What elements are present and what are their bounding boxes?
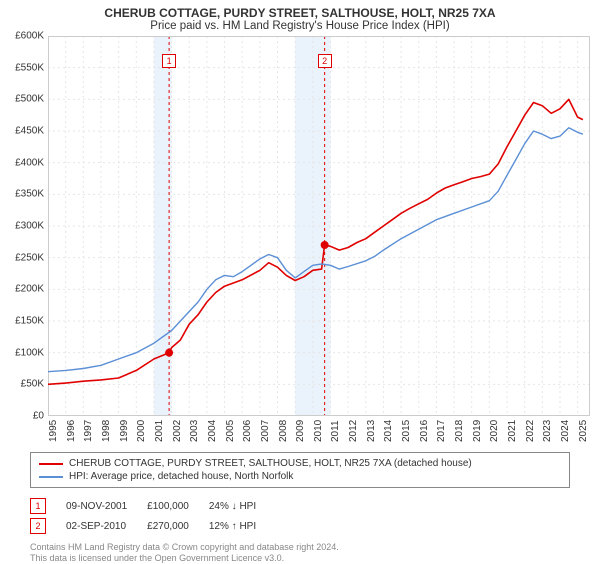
x-tick-label: 2009	[295, 420, 306, 442]
x-tick-label: 1995	[48, 420, 59, 442]
x-tick-label: 2016	[419, 420, 430, 442]
x-tick-label: 1999	[119, 420, 130, 442]
chart-sale-marker: 1	[162, 54, 176, 68]
x-tick-label: 2023	[542, 420, 553, 442]
x-axis-labels: 1995 1996 1997 1998 1999 2000 2001 2002 2003 2004…	[48, 416, 590, 446]
x-tick-label: 1998	[101, 420, 112, 442]
x-tick-label: 2014	[383, 420, 394, 442]
x-tick-label: 1997	[83, 420, 94, 442]
x-tick-label: 2000	[136, 420, 147, 442]
x-tick-label: 2006	[242, 420, 253, 442]
legend-item-hpi: HPI: Average price, detached house, Nort…	[39, 470, 561, 483]
y-tick-label: £350K	[15, 189, 48, 200]
x-tick-label: 2008	[278, 420, 289, 442]
footer: Contains HM Land Registry data © Crown c…	[30, 542, 570, 564]
chart-sale-marker: 2	[318, 54, 332, 68]
sale-delta: 12% ↑ HPI	[209, 516, 276, 536]
y-tick-label: £0	[33, 411, 48, 422]
sale-delta: 24% ↓ HPI	[209, 496, 276, 516]
sale-marker-1: 1	[30, 498, 46, 514]
legend-label-property: CHERUB COTTAGE, PURDY STREET, SALTHOUSE,…	[69, 458, 472, 469]
y-tick-label: £250K	[15, 252, 48, 263]
sales-table: 1 09-NOV-2001 £100,000 24% ↓ HPI 2 02-SE…	[30, 496, 276, 536]
legend-swatch-property	[39, 463, 63, 465]
x-tick-label: 2003	[189, 420, 200, 442]
x-tick-label: 2015	[401, 420, 412, 442]
x-tick-label: 2021	[507, 420, 518, 442]
sale-price: £270,000	[147, 516, 209, 536]
y-tick-label: £600K	[15, 31, 48, 42]
x-tick-label: 2018	[454, 420, 465, 442]
y-tick-label: £550K	[15, 62, 48, 73]
x-tick-label: 2019	[472, 420, 483, 442]
y-tick-label: £400K	[15, 157, 48, 168]
x-tick-label: 2010	[313, 420, 324, 442]
table-row: 1 09-NOV-2001 £100,000 24% ↓ HPI	[30, 496, 276, 516]
x-tick-label: 2004	[207, 420, 218, 442]
legend: CHERUB COTTAGE, PURDY STREET, SALTHOUSE,…	[30, 452, 570, 488]
chart-container: CHERUB COTTAGE, PURDY STREET, SALTHOUSE,…	[0, 0, 600, 560]
chart-svg	[48, 36, 590, 416]
footer-line: Contains HM Land Registry data © Crown c…	[30, 542, 570, 553]
x-tick-label: 2002	[172, 420, 183, 442]
y-tick-label: £500K	[15, 94, 48, 105]
y-tick-label: £450K	[15, 126, 48, 137]
y-tick-label: £50K	[21, 379, 48, 390]
y-tick-label: £200K	[15, 284, 48, 295]
y-tick-label: £150K	[15, 316, 48, 327]
x-tick-label: 2012	[348, 420, 359, 442]
x-tick-label: 2022	[525, 420, 536, 442]
y-tick-label: £100K	[15, 347, 48, 358]
footer-line: This data is licensed under the Open Gov…	[30, 553, 570, 564]
sale-date: 09-NOV-2001	[66, 496, 147, 516]
x-tick-label: 2011	[330, 420, 341, 442]
x-tick-label: 2024	[560, 420, 571, 442]
legend-label-hpi: HPI: Average price, detached house, Nort…	[69, 471, 293, 482]
x-tick-label: 2017	[436, 420, 447, 442]
table-row: 2 02-SEP-2010 £270,000 12% ↑ HPI	[30, 516, 276, 536]
x-tick-label: 2007	[260, 420, 271, 442]
x-tick-label: 2013	[366, 420, 377, 442]
x-tick-label: 2005	[225, 420, 236, 442]
sale-marker-2: 2	[30, 518, 46, 534]
chart-subtitle: Price paid vs. HM Land Registry's House …	[0, 20, 600, 36]
chart-title: CHERUB COTTAGE, PURDY STREET, SALTHOUSE,…	[0, 0, 600, 20]
plot-area: £0£50K£100K£150K£200K£250K£300K£350K£400…	[48, 36, 590, 416]
legend-item-property: CHERUB COTTAGE, PURDY STREET, SALTHOUSE,…	[39, 457, 561, 470]
x-tick-label: 1996	[66, 420, 77, 442]
sale-price: £100,000	[147, 496, 209, 516]
x-tick-label: 2020	[489, 420, 500, 442]
x-tick-label: 2025	[578, 420, 589, 442]
legend-swatch-hpi	[39, 476, 63, 478]
sale-date: 02-SEP-2010	[66, 516, 147, 536]
y-tick-label: £300K	[15, 221, 48, 232]
x-tick-label: 2001	[154, 420, 165, 442]
